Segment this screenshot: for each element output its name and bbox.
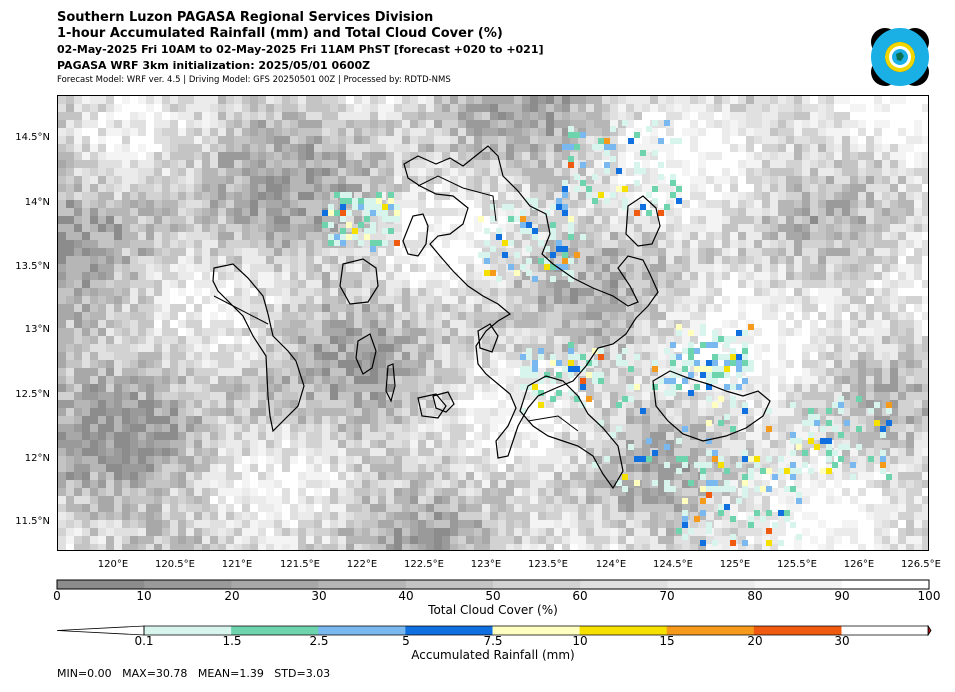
title-validity: 02-May-2025 Fri 10AM to 02-May-2025 Fri … xyxy=(57,43,544,56)
lon-label-124-5: 124.5°E xyxy=(653,559,693,570)
rainfall-colorbar-segment xyxy=(492,626,581,635)
lat-label-14-5: 14.5°N xyxy=(15,132,50,143)
pagasa-logo-icon xyxy=(870,27,930,87)
cloud-cover-colorbar xyxy=(56,579,930,590)
rainfall-colorbar-segment xyxy=(666,626,755,635)
bicol-outline xyxy=(403,145,659,459)
coastline-layer xyxy=(212,145,771,490)
rainfall-colorbar-segment xyxy=(144,626,232,635)
rain-tick-0-1: 0.1 xyxy=(134,634,154,648)
rainfall-cloud-map xyxy=(57,95,929,551)
lon-label-123-5: 123.5°E xyxy=(528,559,568,570)
lat-label-13: 13°N xyxy=(24,324,50,335)
cloud-colorbar-segment xyxy=(493,580,581,589)
rainfall-colorbar-title: Accumulated Rainfall (mm) xyxy=(411,648,575,662)
rain-tick-2-5: 2.5 xyxy=(309,634,329,648)
catanduanes-outline xyxy=(625,195,661,247)
rainfall-colorbar-high-extension xyxy=(927,625,932,637)
samar-outline xyxy=(652,370,771,442)
title-model-info: Forecast Model: WRF ver. 4.5 | Driving M… xyxy=(57,75,451,85)
lat-label-12: 12°N xyxy=(24,453,50,464)
small-island-outline xyxy=(432,391,455,413)
lon-label-125-5: 125.5°E xyxy=(777,559,817,570)
lon-label-120-5: 120.5°E xyxy=(155,559,195,570)
marinduque-outline xyxy=(339,258,379,305)
rainfall-colorbar xyxy=(56,625,932,637)
cloud-colorbar-segment xyxy=(841,580,930,589)
map-canvas xyxy=(58,96,928,550)
rainfall-colorbar-low-extension xyxy=(56,625,145,636)
mindoro-boundary xyxy=(213,295,269,325)
lon-label-126: 126°E xyxy=(843,559,875,570)
lon-label-120: 120°E xyxy=(97,559,129,570)
rain-tick-5: 5 xyxy=(402,634,410,648)
cloud-tick-30: 30 xyxy=(311,589,327,603)
lon-label-122: 122°E xyxy=(346,559,378,570)
lon-label-125: 125°E xyxy=(719,559,751,570)
title-initialization: PAGASA WRF 3km initialization: 2025/05/0… xyxy=(57,59,371,72)
cloud-tick-70: 70 xyxy=(659,589,675,603)
lon-label-121-5: 121.5°E xyxy=(280,559,320,570)
masbate-boundary xyxy=(527,415,579,432)
lon-label-122-5: 122.5°E xyxy=(404,559,444,570)
rainfall-colorbar-segment xyxy=(753,626,842,635)
cloud-tick-40: 40 xyxy=(398,589,414,603)
rain-tick-10: 10 xyxy=(572,634,588,648)
cloud-tick-0: 0 xyxy=(53,589,61,603)
lat-label-13-5: 13.5°N xyxy=(15,261,50,272)
rain-tick-1-5: 1.5 xyxy=(222,634,242,648)
bicol-boundary xyxy=(417,175,497,222)
lon-label-123: 123°E xyxy=(470,559,502,570)
masbate-outline xyxy=(519,375,624,490)
cloud-colorbar-segment xyxy=(318,580,407,589)
cloud-tick-10: 10 xyxy=(136,589,152,603)
rain-tick-20: 20 xyxy=(747,634,763,648)
cloud-tick-60: 60 xyxy=(572,589,588,603)
title-region: Southern Luzon PAGASA Regional Services … xyxy=(57,10,434,25)
cloud-colorbar-segment xyxy=(405,580,494,589)
rain-tick-30: 30 xyxy=(834,634,850,648)
cloud-colorbar-segment xyxy=(667,580,756,589)
rainfall-colorbar-segment xyxy=(405,626,493,635)
lat-label-12-5: 12.5°N xyxy=(15,389,50,400)
lon-label-126-5: 126.5°E xyxy=(901,559,941,570)
rainfall-colorbar-segment xyxy=(579,626,668,635)
cloud-colorbar-segment xyxy=(580,580,668,589)
rain-tick-15: 15 xyxy=(659,634,675,648)
cloud-tick-50: 50 xyxy=(485,589,501,603)
cloud-cover-layer xyxy=(58,96,928,550)
cloud-tick-80: 80 xyxy=(747,589,763,603)
lat-label-14: 14°N xyxy=(24,197,50,208)
cloud-tick-90: 90 xyxy=(834,589,850,603)
rain-tick-7-5: 7.5 xyxy=(483,634,503,648)
romblon-outline xyxy=(355,333,377,375)
title-product: 1-hour Accumulated Rainfall (mm) and Tot… xyxy=(57,26,503,41)
cloud-colorbar-title: Total Cloud Cover (%) xyxy=(428,603,558,617)
bondoc-peninsula-outline xyxy=(402,213,429,257)
lon-label-121: 121°E xyxy=(221,559,253,570)
sibuyan-outline xyxy=(417,393,447,419)
cloud-colorbar-segment xyxy=(754,580,843,589)
rainfall-colorbar-segment xyxy=(231,626,319,635)
rainfall-colorbar-segment xyxy=(318,626,406,635)
lat-label-11-5: 11.5°N xyxy=(15,516,50,527)
lon-label-124: 124°E xyxy=(595,559,627,570)
tablas-outline xyxy=(385,363,396,403)
statistics-summary: MIN=0.00 MAX=30.78 MEAN=1.39 STD=3.03 xyxy=(57,667,331,680)
cloud-tick-20: 20 xyxy=(224,589,240,603)
cloud-tick-100: 100 xyxy=(917,589,941,603)
cloud-colorbar-segment xyxy=(144,580,232,589)
cloud-colorbar-segment xyxy=(231,580,320,589)
burias-outline xyxy=(477,323,499,353)
cloud-colorbar-segment xyxy=(57,580,145,589)
